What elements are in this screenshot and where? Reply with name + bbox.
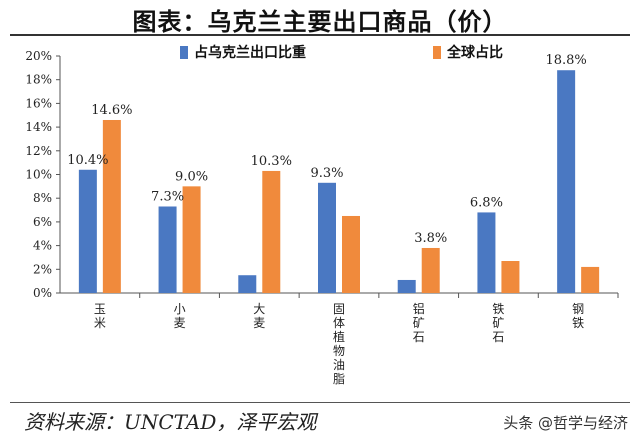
x-category-label: 油 bbox=[333, 358, 345, 372]
data-labels: 10.4% 14.6% 7.3% 9.0% 10.3% 9.3% 3.8% 6.8% 18.8% bbox=[67, 53, 587, 246]
x-category-label: 米 bbox=[94, 316, 106, 330]
x-category-label: 物 bbox=[333, 344, 345, 358]
x-category-label: 体 bbox=[333, 316, 345, 330]
chart-title: 图表：乌克兰主要出口商品（价） bbox=[132, 7, 508, 36]
x-category-label: 植 bbox=[333, 329, 345, 344]
x-category-label: 麦 bbox=[174, 316, 186, 330]
data-label: 9.0% bbox=[175, 169, 208, 184]
y-tick-label: 8% bbox=[33, 191, 52, 205]
source-divider bbox=[10, 402, 630, 403]
bar-share bbox=[238, 275, 257, 293]
data-label: 9.3% bbox=[310, 166, 343, 181]
y-tick-label: 14% bbox=[25, 120, 52, 134]
data-label: 18.8% bbox=[545, 53, 586, 68]
y-tick-label: 20% bbox=[25, 49, 52, 63]
x-category-label: 矿 bbox=[413, 316, 425, 330]
x-category-label: 矿 bbox=[492, 316, 504, 330]
x-category-label: 玉 bbox=[94, 302, 106, 316]
y-axis-ticks: 0% 2% 4% 6% 8% 10% 12% 14% 16% 18% 20% bbox=[25, 49, 60, 300]
bar-share bbox=[78, 169, 97, 293]
y-tick-label: 12% bbox=[25, 144, 52, 158]
x-category-label: 铁 bbox=[572, 316, 584, 330]
data-label: 3.8% bbox=[414, 231, 447, 246]
x-category-label: 麦 bbox=[253, 316, 265, 330]
x-category-label: 铝 bbox=[413, 301, 425, 316]
y-tick-label: 16% bbox=[25, 96, 52, 110]
x-category-label: 大 bbox=[253, 302, 265, 316]
source-note: 资料来源：UNCTAD，泽平宏观 bbox=[24, 410, 317, 434]
bar-global bbox=[581, 266, 600, 293]
data-label: 10.4% bbox=[67, 153, 108, 168]
y-tick-label: 0% bbox=[33, 286, 52, 300]
x-category-label: 石 bbox=[492, 330, 504, 344]
x-category-label: 固 bbox=[333, 302, 345, 316]
bar-share bbox=[477, 212, 496, 293]
legend-label: 占乌克兰出口比重 bbox=[194, 44, 306, 61]
bar-share bbox=[397, 279, 416, 293]
y-tick-label: 6% bbox=[33, 215, 52, 229]
bar-global bbox=[342, 215, 360, 293]
x-category-label: 脂 bbox=[333, 371, 345, 386]
watermark: 头条 @哲学与经济 bbox=[503, 414, 628, 432]
data-label: 7.3% bbox=[151, 189, 184, 204]
y-tick-label: 2% bbox=[33, 262, 52, 276]
data-label: 10.3% bbox=[251, 154, 292, 169]
x-category-label: 石 bbox=[413, 330, 425, 344]
legend-swatch bbox=[180, 46, 188, 59]
bar-share bbox=[158, 206, 177, 293]
x-category-label: 钢 bbox=[572, 302, 584, 316]
data-label: 14.6% bbox=[91, 103, 132, 118]
x-category-label: 小 bbox=[174, 302, 186, 316]
bar-global bbox=[182, 186, 201, 293]
data-label: 6.8% bbox=[470, 195, 503, 210]
legend-swatch bbox=[433, 46, 441, 59]
bar-global bbox=[102, 119, 121, 294]
bar-share bbox=[318, 182, 336, 293]
legend-label: 全球占比 bbox=[446, 44, 503, 61]
bar-global bbox=[421, 247, 440, 293]
bar-share bbox=[557, 70, 576, 293]
title-divider bbox=[10, 34, 630, 36]
bar-global bbox=[501, 261, 520, 293]
y-tick-label: 10% bbox=[25, 168, 52, 182]
chart-bars bbox=[78, 70, 600, 294]
x-category-label: 铁 bbox=[492, 302, 504, 316]
bar-global bbox=[262, 170, 281, 293]
bar-chart: 0% 2% 4% 6% 8% 10% 12% 14% 16% 18% 20% 10.4% 14.6% 7… bbox=[25, 44, 619, 386]
chart-legend: 占乌克兰出口比重 全球占比 bbox=[180, 44, 503, 61]
y-tick-label: 18% bbox=[25, 73, 52, 87]
y-tick-label: 4% bbox=[33, 239, 52, 253]
